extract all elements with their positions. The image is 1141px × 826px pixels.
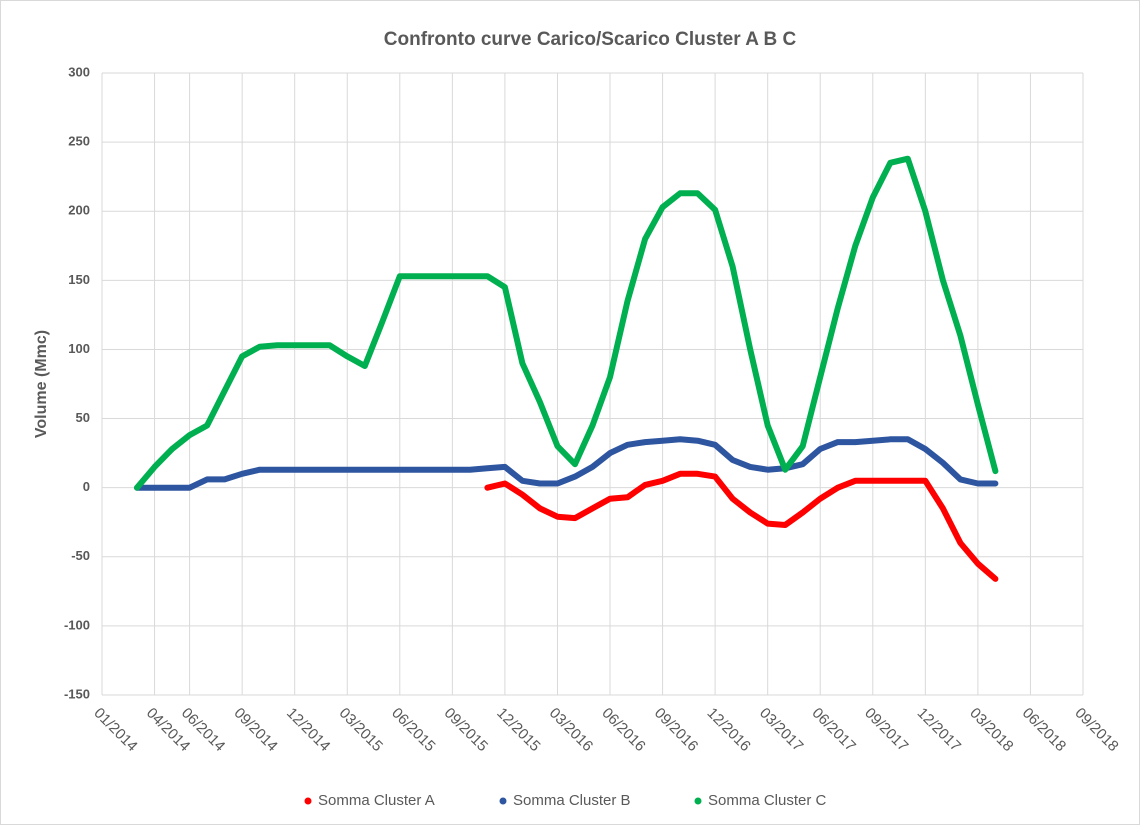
legend-label: Somma Cluster C — [708, 792, 827, 809]
y-tick-label: 250 — [68, 134, 90, 149]
y-axis-label: Volume (Mmc) — [33, 330, 50, 438]
y-tick-label: 0 — [83, 479, 90, 494]
y-tick-label: -100 — [64, 617, 90, 632]
y-tick-label: -150 — [64, 686, 90, 701]
legend-marker — [304, 797, 312, 805]
line-series — [484, 470, 999, 582]
y-tick-label: 300 — [68, 64, 90, 79]
chart-title: Confronto curve Carico/Scarico Cluster A… — [384, 29, 797, 50]
legend-marker — [499, 797, 507, 805]
y-tick-label: 100 — [68, 341, 90, 356]
line-series — [134, 436, 999, 491]
y-tick-label: 50 — [76, 410, 90, 425]
y-tick-label: 150 — [68, 272, 90, 287]
legend-label: Somma Cluster A — [318, 792, 435, 809]
y-tick-label: 200 — [68, 203, 90, 218]
legend-marker — [694, 797, 702, 805]
legend-label: Somma Cluster B — [513, 792, 631, 809]
line-series — [134, 155, 999, 491]
y-tick-label: -50 — [71, 548, 90, 563]
